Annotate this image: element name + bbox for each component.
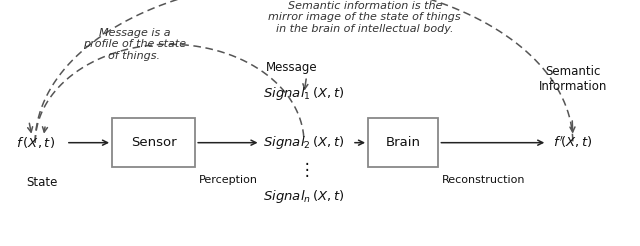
Text: Semantic information is the
mirror image of the state of things
in the brain of : Semantic information is the mirror image…: [269, 1, 461, 34]
Text: Message is a
profile of the state
of things.: Message is a profile of the state of thi…: [83, 28, 186, 61]
Bar: [368, 118, 438, 167]
Text: Perception: Perception: [198, 175, 257, 185]
Text: Brain: Brain: [386, 136, 420, 149]
Text: $Signal_2\,(X,t)$: $Signal_2\,(X,t)$: [263, 134, 345, 151]
Text: $f\,'\!(X,t)$: $f\,'\!(X,t)$: [553, 135, 593, 151]
Text: Message: Message: [266, 61, 317, 74]
Text: Sensor: Sensor: [131, 136, 177, 149]
Bar: [112, 118, 195, 167]
Text: $Signal_1\,(X,t)$: $Signal_1\,(X,t)$: [263, 85, 345, 102]
Text: $\vdots$: $\vdots$: [298, 160, 310, 179]
Text: Reconstruction: Reconstruction: [442, 175, 525, 185]
Text: $Signal_n\,(X,t)$: $Signal_n\,(X,t)$: [263, 188, 345, 205]
Text: State: State: [26, 176, 58, 188]
Text: Semantic
Information: Semantic Information: [539, 65, 607, 93]
Text: $f\,(X,t)$: $f\,(X,t)$: [15, 135, 55, 150]
